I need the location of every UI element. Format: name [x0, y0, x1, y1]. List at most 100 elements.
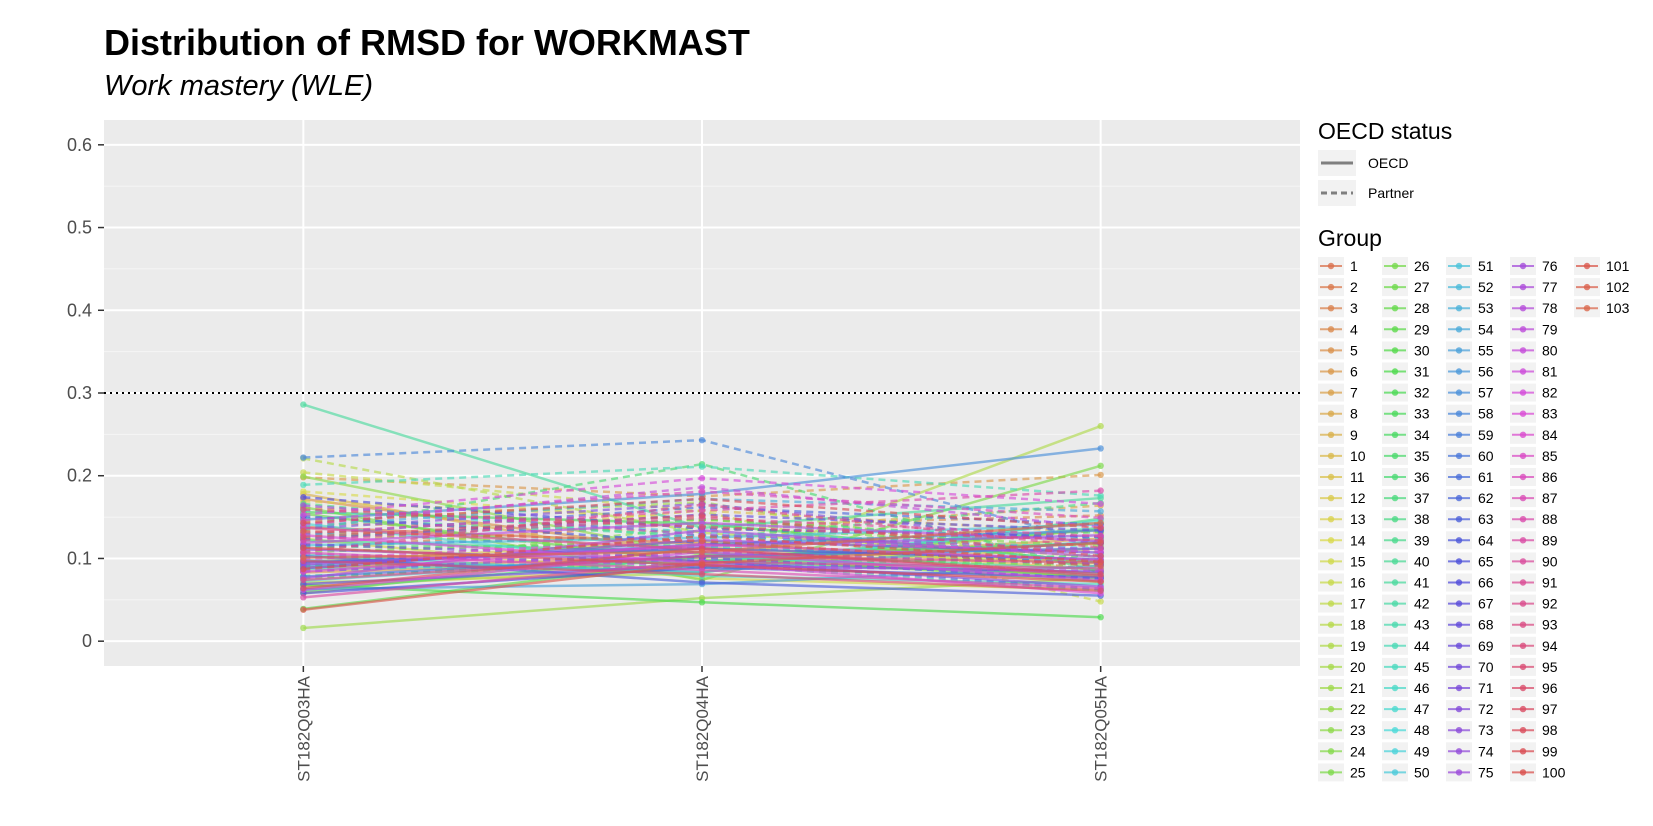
legend-group-label: 77 — [1542, 279, 1558, 295]
series-point-100 — [300, 566, 307, 573]
series-point-21 — [300, 624, 307, 632]
legend-group-label: 7 — [1350, 385, 1358, 401]
series-point-19 — [1097, 422, 1104, 430]
legend-group-key-point — [1327, 431, 1335, 438]
legend-group-key-point — [1391, 305, 1399, 312]
legend-group-label: 61 — [1478, 469, 1494, 485]
legend-group-label: 93 — [1542, 617, 1558, 633]
legend-group-label: 30 — [1414, 342, 1430, 358]
legend-group-key-point — [1327, 663, 1335, 671]
legend-group-key-point — [1327, 347, 1335, 354]
legend-group-key-point — [1519, 431, 1527, 438]
legend-group-key-point — [1519, 769, 1527, 776]
series-point-23 — [300, 473, 307, 480]
legend-group-label: 13 — [1350, 511, 1366, 527]
legend-group-key-point — [1519, 262, 1527, 270]
legend-group-label: 58 — [1478, 406, 1494, 422]
series-point-58 — [698, 436, 706, 444]
legend-group-label: 47 — [1414, 701, 1430, 717]
series-point-31 — [698, 599, 706, 606]
legend-group-key-point — [1327, 494, 1335, 502]
y-tick-label: 0.4 — [67, 300, 92, 320]
legend-group-label: 73 — [1478, 722, 1494, 738]
legend-group-key-point — [1391, 642, 1399, 649]
legend-group-key-point — [1455, 494, 1463, 502]
legend-group-key-point — [1455, 473, 1463, 481]
legend-group-key-point — [1519, 347, 1527, 354]
legend-group-key-point — [1327, 705, 1335, 713]
legend-group-key-point — [1327, 748, 1335, 755]
series-point-16 — [1097, 598, 1104, 605]
legend-group-label: 54 — [1478, 321, 1494, 337]
series-point-86 — [1097, 514, 1104, 522]
legend-group-key-point — [1391, 684, 1399, 692]
legend-group-label: 78 — [1542, 300, 1558, 316]
legend-group-key-point — [1327, 262, 1335, 270]
legend-group-label: 38 — [1414, 511, 1430, 527]
legend-group-label: 15 — [1350, 553, 1366, 569]
legend-group-key-point — [1391, 516, 1399, 523]
legend-group-key-point — [1327, 389, 1335, 396]
legend-group-label: 87 — [1542, 490, 1558, 506]
y-tick-label: 0.6 — [67, 135, 92, 155]
legend-group-key-point — [1455, 705, 1463, 713]
legend-group-label: 62 — [1478, 490, 1494, 506]
legend-group-label: 53 — [1478, 300, 1494, 316]
legend-group-label: 27 — [1414, 279, 1430, 295]
legend-group-key-point — [1519, 705, 1527, 713]
legend-group-key-point — [1519, 579, 1527, 586]
series-point-88 — [698, 507, 706, 514]
series-point-82 — [1097, 500, 1104, 508]
series-point-102 — [698, 537, 706, 545]
series-point-95 — [1097, 587, 1104, 594]
legend-group-key-point — [1391, 494, 1399, 502]
legend-group-label: 55 — [1478, 342, 1494, 358]
series-point-57 — [1097, 445, 1104, 452]
series-point-89 — [300, 594, 307, 601]
legend-group-key-point — [1519, 368, 1527, 375]
series-point-101 — [1097, 539, 1104, 546]
legend-group-label: 39 — [1414, 532, 1430, 548]
series-point-98 — [300, 519, 307, 527]
series-point-103 — [1097, 519, 1104, 527]
legend-group-label: 76 — [1542, 258, 1558, 274]
legend-group-key-point — [1519, 516, 1527, 523]
legend-group-label: 24 — [1350, 743, 1366, 759]
legend-group: Group12345678910111213141516171819202122… — [1318, 225, 1630, 782]
series-point-98 — [698, 495, 706, 503]
legend-group-key-point — [1519, 642, 1527, 649]
legend-group-key-point — [1519, 621, 1527, 628]
legend-group-key-point — [1327, 537, 1335, 544]
legend-group-label: 26 — [1414, 258, 1430, 274]
legend-group-key-point — [1327, 684, 1335, 692]
legend-group-label: 9 — [1350, 427, 1358, 443]
series-point-92 — [698, 501, 706, 508]
legend-group-key-point — [1391, 473, 1399, 481]
chart-subtitle: Work mastery (WLE) — [104, 70, 374, 102]
legend-group-key-point — [1455, 516, 1463, 523]
x-tick-label: ST182Q03HA — [294, 675, 313, 781]
legend-group-key-point — [1519, 748, 1527, 755]
legend-group-key-point — [1455, 600, 1463, 607]
legend-group-key-point — [1519, 410, 1527, 417]
series-point-102 — [300, 527, 307, 535]
legend-group-label: 43 — [1414, 617, 1430, 633]
legend-group-label: 57 — [1478, 385, 1494, 401]
legend-group-label: 89 — [1542, 532, 1558, 548]
legend-group-key-point — [1455, 452, 1463, 460]
legend-oecd-title: OECD status — [1318, 118, 1452, 144]
legend-linetype-label: Partner — [1368, 185, 1414, 201]
series-point-6 — [1097, 471, 1104, 479]
legend-group-key-point — [1391, 579, 1399, 586]
legend-group-key-point — [1455, 727, 1463, 734]
y-axis: 0 0.1 0.2 0.3 0.4 0.5 0.6 — [67, 135, 104, 651]
legend-group-key-point — [1327, 642, 1335, 649]
legend-group-key-point — [1391, 368, 1399, 375]
legend-group-label: 37 — [1414, 490, 1430, 506]
legend-group-label: 36 — [1414, 469, 1430, 485]
series-point-31 — [1097, 613, 1104, 621]
legend-group-label: 63 — [1478, 511, 1494, 527]
legend-group-label: 65 — [1478, 553, 1494, 569]
legend-group-label: 88 — [1542, 511, 1558, 527]
legend-group-key-point — [1455, 283, 1463, 291]
